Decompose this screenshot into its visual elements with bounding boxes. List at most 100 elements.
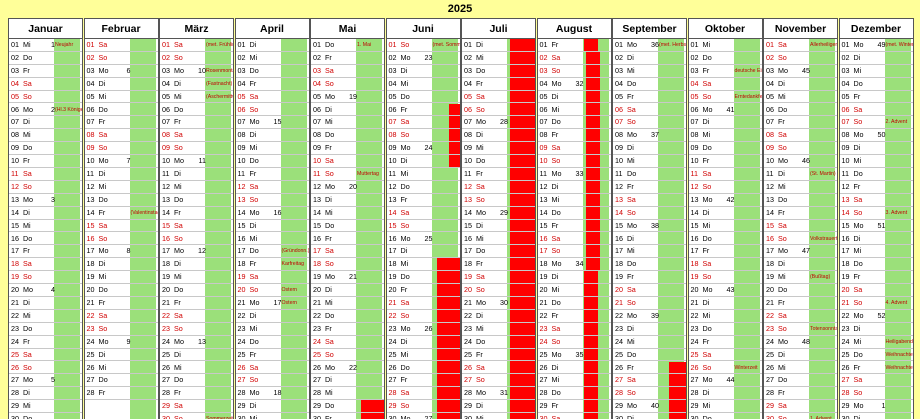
day-row[interactable]: 11 Di — [84, 168, 158, 181]
day-row[interactable]: 22 Sa — [160, 310, 233, 323]
day-row[interactable]: 21 Fr — [84, 297, 158, 310]
day-row[interactable]: 26 Mo 22 — [311, 362, 384, 375]
day-row[interactable]: 16 Sa — [537, 233, 611, 246]
day-row[interactable]: 23 Do — [688, 323, 762, 336]
day-row[interactable]: 05 Do — [386, 91, 460, 104]
day-row[interactable]: 29 Mo 40 — [613, 400, 686, 414]
day-row[interactable]: 18 Di — [764, 258, 837, 272]
day-row[interactable]: 08 Sa — [764, 129, 837, 143]
day-row[interactable]: 19 Sa — [235, 271, 309, 285]
day-row[interactable]: 06 Sa — [839, 104, 913, 117]
day-row[interactable]: 05 Mi — [764, 91, 837, 104]
day-row[interactable]: 19 Fr — [839, 271, 913, 285]
day-row[interactable]: 02 Fr — [311, 52, 384, 65]
day-row[interactable]: 05 Sa — [235, 91, 309, 104]
day-row[interactable]: 20 Fr — [386, 284, 460, 297]
day-row[interactable]: 09 Mi — [462, 142, 535, 156]
day-row[interactable]: 08 Mo 37 — [613, 129, 686, 143]
day-row[interactable]: 30 Mo 27 — [387, 413, 460, 419]
day-row[interactable]: 24 Di — [386, 336, 460, 349]
day-row[interactable]: 17 Di — [386, 245, 460, 259]
day-row[interactable]: 21 Do — [537, 297, 611, 310]
day-row[interactable]: 27 So — [462, 374, 535, 388]
day-row[interactable]: 08 Mi — [9, 129, 82, 143]
day-row[interactable]: 09 Mo 24 — [386, 142, 460, 156]
day-row[interactable]: 22 Di — [235, 310, 309, 323]
day-row[interactable]: 19 Fr — [613, 271, 686, 285]
day-row[interactable]: 25 Di — [764, 349, 837, 362]
day-row[interactable]: 18 Sa — [9, 258, 82, 272]
day-row[interactable]: 14 Sa — [386, 207, 460, 220]
day-row[interactable]: 02 Di — [613, 52, 686, 65]
day-row[interactable]: 16 Do — [688, 233, 762, 246]
day-row[interactable]: 11 Mi — [386, 168, 460, 181]
day-row[interactable]: 20 So — [462, 284, 535, 297]
day-row[interactable]: 27 Mo 5 — [9, 374, 82, 388]
day-row[interactable]: 07 Di — [9, 116, 82, 130]
day-row[interactable]: 01 Do 1. Mai — [311, 39, 384, 52]
day-row[interactable]: 14 Di — [688, 207, 762, 220]
day-row[interactable]: 08 So — [386, 129, 460, 143]
day-row[interactable]: 09 So — [84, 142, 158, 156]
day-row[interactable]: 01 Di — [235, 39, 309, 52]
day-row[interactable]: 06 So — [462, 104, 535, 117]
day-row[interactable]: 01 Fr — [537, 39, 611, 52]
day-row[interactable]: 26 Mi — [764, 362, 837, 375]
day-row[interactable]: 26 So Winterzeit — [688, 362, 762, 375]
day-row[interactable]: 19 So — [9, 271, 82, 285]
day-row[interactable]: 30 Mi — [462, 413, 535, 419]
day-row[interactable]: 07 Di — [688, 116, 762, 130]
day-row[interactable]: 08 Mo 50 — [839, 129, 913, 143]
day-row[interactable]: 22 So — [386, 310, 460, 323]
day-row[interactable]: 14 Fr — [764, 207, 837, 220]
day-row[interactable]: 04 Sa — [9, 78, 82, 91]
day-row[interactable]: 15 Mi — [9, 220, 82, 233]
day-row[interactable]: 02 So — [160, 52, 233, 65]
day-row[interactable]: 27 So — [235, 374, 309, 388]
day-row[interactable]: 28 So — [839, 387, 913, 401]
day-row[interactable]: 01 Di — [462, 39, 535, 52]
day-row[interactable]: 30 Di — [840, 413, 913, 419]
day-row[interactable]: 21 Mo 30 — [462, 297, 535, 310]
day-row[interactable]: 29 Di — [235, 400, 309, 414]
day-row[interactable]: 27 Do — [160, 374, 233, 388]
day-row[interactable]: 18 Di — [84, 258, 158, 272]
day-row[interactable]: 15 Fr — [537, 220, 611, 233]
day-row[interactable]: 22 Mo 52 — [839, 310, 913, 323]
day-row[interactable]: 06 Do — [84, 104, 158, 117]
day-row[interactable]: 08 Di — [462, 129, 535, 143]
day-row[interactable]: 18 Di — [160, 258, 233, 272]
day-row[interactable]: 22 Do — [311, 310, 384, 323]
day-row[interactable]: 15 Sa — [764, 220, 837, 233]
day-row[interactable]: 03 Do — [235, 65, 309, 78]
day-row[interactable]: 18 Do — [613, 258, 686, 272]
day-row[interactable]: 09 Fr — [311, 142, 384, 156]
day-row[interactable]: 25 Sa — [688, 349, 762, 362]
day-row[interactable]: 10 Mo 7 — [84, 155, 158, 168]
day-row[interactable]: 05 Sa — [462, 91, 535, 104]
day-row[interactable]: 13 So — [235, 194, 309, 207]
day-row[interactable]: 28 So — [613, 387, 686, 401]
day-row[interactable]: 14 So — [613, 207, 686, 220]
day-row[interactable]: 07 So 2. Advent — [839, 116, 913, 130]
day-row[interactable]: 28 Fr — [160, 387, 233, 401]
day-row[interactable]: 10 Mi — [839, 155, 913, 168]
day-row[interactable]: 15 Mo 51 — [839, 220, 913, 233]
day-row[interactable]: 30 Do — [689, 413, 762, 419]
day-row[interactable]: 17 So — [537, 245, 611, 259]
day-row[interactable]: 11 So Muttertag — [311, 168, 384, 181]
day-row[interactable]: 15 Mo 38 — [613, 220, 686, 233]
day-row[interactable]: 13 Di — [311, 194, 384, 207]
day-row[interactable]: 10 So — [537, 155, 611, 168]
day-row[interactable]: 05 Di — [537, 91, 611, 104]
day-row[interactable]: 03 Do — [462, 65, 535, 78]
day-row[interactable]: 16 Fr — [311, 233, 384, 246]
day-row[interactable]: 23 Di — [839, 323, 913, 336]
day-row[interactable]: 08 Sa — [160, 129, 233, 143]
day-row[interactable]: 23 Fr — [311, 323, 384, 336]
day-row[interactable]: 15 Di — [235, 220, 309, 233]
day-row[interactable]: 20 Do — [764, 284, 837, 297]
day-row[interactable]: 16 So Volkstrauertag — [764, 233, 837, 246]
